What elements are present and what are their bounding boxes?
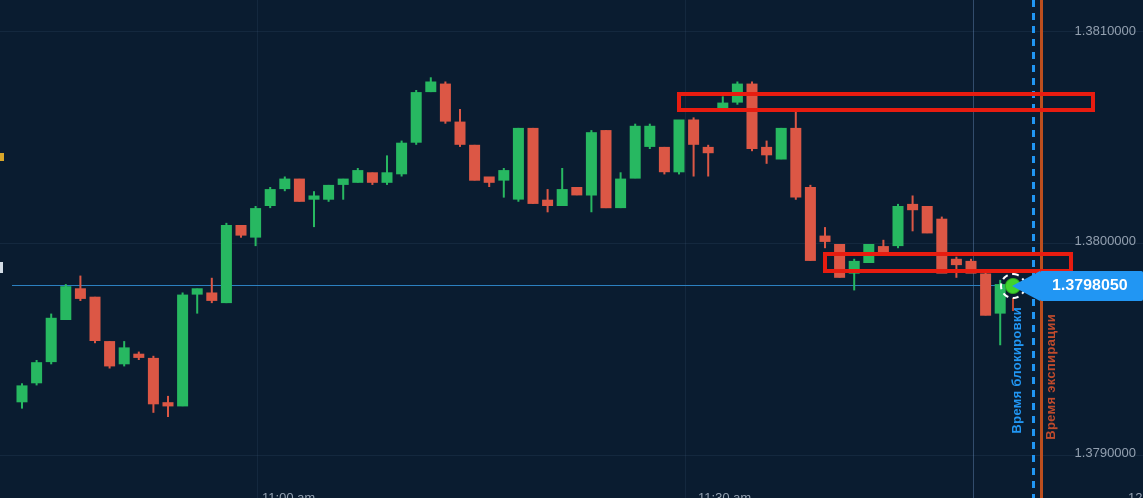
gridline-vertical xyxy=(685,0,686,498)
lock-time-line xyxy=(1032,0,1035,498)
gridline-horizontal xyxy=(0,31,1143,32)
price-axis-label: 1.3790000 xyxy=(1074,445,1136,460)
gridline-vertical xyxy=(973,0,974,498)
gridline-horizontal xyxy=(0,243,1143,244)
time-axis-label: 11:00 am xyxy=(262,490,316,498)
time-axis-label: 12 xyxy=(1128,490,1143,498)
lock-time-label: Время блокировки xyxy=(1009,307,1024,434)
current-price-line xyxy=(12,285,1013,286)
gridline-horizontal xyxy=(0,455,1143,456)
expiry-time-line xyxy=(1040,0,1043,498)
current-price-badge: 1.3798050 xyxy=(1040,271,1143,301)
resistance-zone-upper[interactable] xyxy=(677,92,1095,112)
resistance-zone-lower[interactable] xyxy=(823,252,1073,273)
gridline-vertical xyxy=(257,0,258,498)
expiry-time-label: Время экспирации xyxy=(1043,314,1058,440)
left-edge-tick-icon xyxy=(0,153,4,161)
left-edge-tick-icon xyxy=(0,262,3,273)
forming-candle-wick xyxy=(1012,298,1014,311)
price-badge-arrow-icon xyxy=(1012,271,1040,301)
price-axis-label: 1.3810000 xyxy=(1074,23,1136,38)
time-axis-label: 11:30 am xyxy=(698,490,752,498)
price-axis-label: 1.3800000 xyxy=(1074,233,1136,248)
